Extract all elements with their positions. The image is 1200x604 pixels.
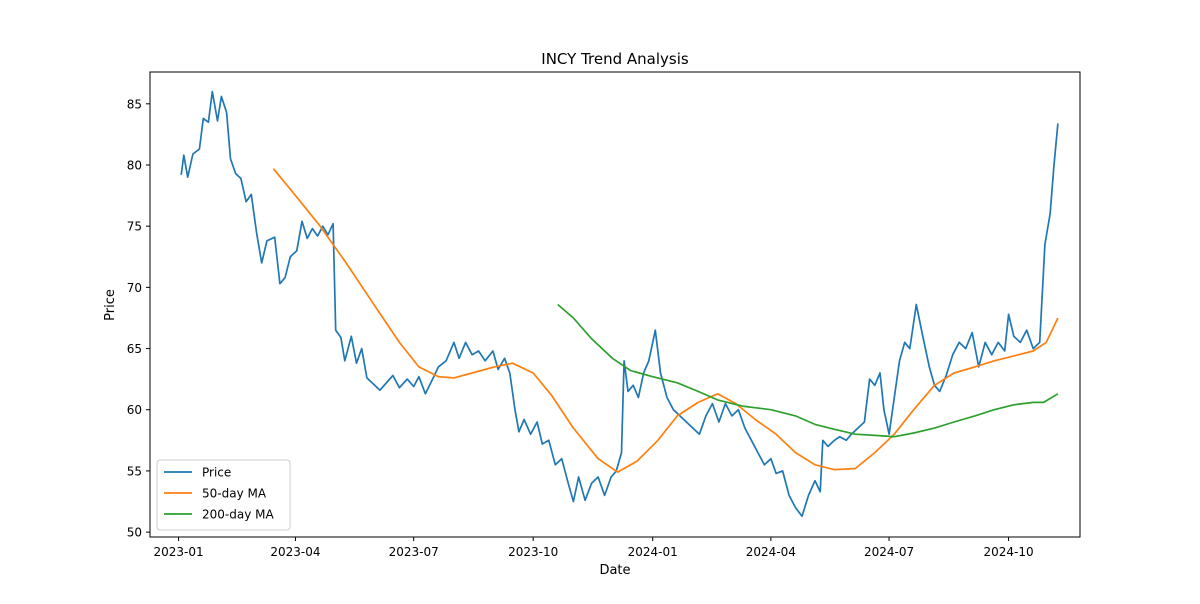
x-axis-label: Date xyxy=(599,563,630,578)
x-tick-label: 2024-10 xyxy=(983,545,1033,559)
series-line-2 xyxy=(557,303,1059,438)
legend: Price 50-day MA 200-day MA xyxy=(156,459,291,531)
x-tick-label: 2023-04 xyxy=(270,545,320,559)
x-tick-label: 2023-10 xyxy=(508,545,558,559)
x-tick-label: 2024-01 xyxy=(628,545,678,559)
y-tick-label: 85 xyxy=(127,97,142,111)
y-tick-label: 80 xyxy=(127,159,142,173)
y-tick-label: 60 xyxy=(127,403,142,417)
legend-label-0: Price xyxy=(202,466,231,480)
y-tick-label: 50 xyxy=(127,526,142,540)
x-tick-label: 2024-04 xyxy=(746,545,796,559)
x-axis: 2023-01 2023-04 2023-07 2023-10 2024-01 2024-… xyxy=(154,537,1034,559)
legend-box xyxy=(156,459,291,531)
y-tick-label: 70 xyxy=(127,281,142,295)
y-axis-label: Price xyxy=(103,289,118,321)
x-tick-label: 2023-01 xyxy=(154,545,204,559)
series-line-1 xyxy=(272,168,1059,473)
plot-frame xyxy=(149,71,1081,538)
series-line-0 xyxy=(180,90,1059,518)
chart-title: INCY Trend Analysis xyxy=(541,50,689,68)
y-axis: 50 55 60 65 70 75 80 85 xyxy=(127,97,150,540)
legend-label-1: 50-day MA xyxy=(202,487,267,501)
x-tick-label: 2023-07 xyxy=(389,545,439,559)
y-tick-label: 75 xyxy=(127,220,142,234)
y-tick-label: 55 xyxy=(127,464,142,478)
legend-label-2: 200-day MA xyxy=(202,508,274,522)
series-layer xyxy=(180,90,1059,518)
y-tick-label: 65 xyxy=(127,342,142,356)
x-tick-label: 2024-07 xyxy=(864,545,914,559)
